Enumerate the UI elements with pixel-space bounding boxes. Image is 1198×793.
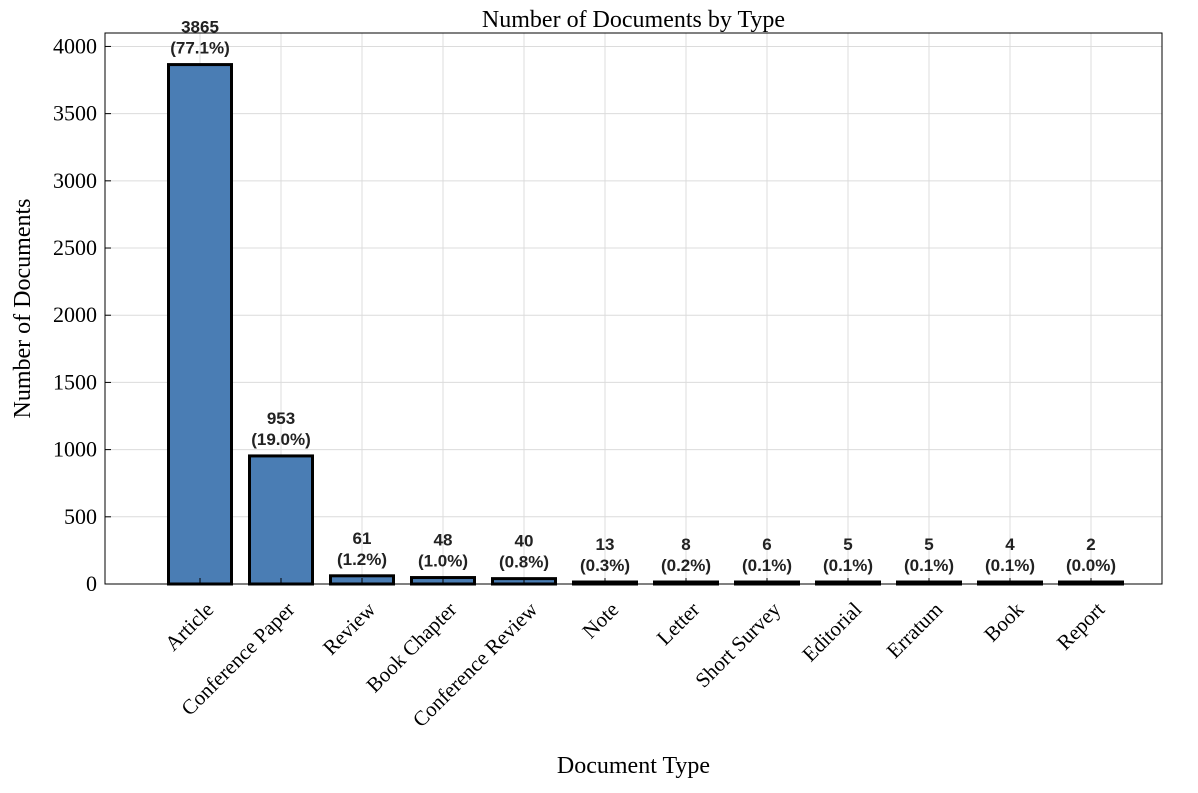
bar-percent-label: (0.0%) bbox=[1066, 556, 1116, 575]
bar-value-label: 8 bbox=[681, 535, 690, 554]
x-axis-label: Document Type bbox=[557, 753, 710, 779]
y-tick-label: 2000 bbox=[53, 302, 97, 327]
bar-value-label: 6 bbox=[762, 535, 771, 554]
bar-percent-label: (1.2%) bbox=[337, 550, 387, 569]
y-tick-label: 1500 bbox=[53, 369, 97, 394]
plot-frame bbox=[104, 32, 1163, 585]
y-tick-label: 1000 bbox=[53, 437, 97, 462]
bar-percent-label: (0.3%) bbox=[580, 556, 630, 575]
bar-percent-label: (0.1%) bbox=[985, 556, 1035, 575]
y-tick-label: 500 bbox=[64, 504, 97, 529]
bar-value-label: 5 bbox=[924, 535, 933, 554]
bar-percent-label: (0.8%) bbox=[499, 553, 549, 572]
data-labels: 3865(77.1%)953(19.0%)61(1.2%)48(1.0%)40(… bbox=[170, 18, 1116, 575]
y-tick-label: 2500 bbox=[53, 235, 97, 260]
bar-value-label: 40 bbox=[515, 532, 534, 551]
bar bbox=[248, 454, 314, 586]
bar-value-label: 4 bbox=[1005, 535, 1015, 554]
y-tick-label: 3000 bbox=[53, 168, 97, 193]
bar bbox=[167, 63, 233, 586]
bar-percent-label: (0.1%) bbox=[823, 556, 873, 575]
chart-title: Number of Documents by Type bbox=[482, 7, 785, 33]
bar-value-label: 2 bbox=[1086, 535, 1095, 554]
y-tick-label: 3500 bbox=[53, 101, 97, 126]
bar-percent-label: (1.0%) bbox=[418, 552, 468, 571]
bars bbox=[167, 63, 1124, 586]
bar-value-label: 3865 bbox=[181, 18, 219, 37]
bar-value-label: 61 bbox=[353, 529, 372, 548]
bar-percent-label: (0.2%) bbox=[661, 556, 711, 575]
bar-value-label: 13 bbox=[596, 535, 615, 554]
y-tick-label: 4000 bbox=[53, 33, 97, 58]
bar-percent-label: (19.0%) bbox=[251, 430, 311, 449]
bar-value-label: 953 bbox=[267, 409, 295, 428]
y-tick-label: 0 bbox=[86, 571, 97, 596]
bar-percent-label: (0.1%) bbox=[904, 556, 954, 575]
bar-value-label: 48 bbox=[434, 531, 453, 550]
y-axis-label: Number of Documents bbox=[10, 199, 36, 419]
bar-value-label: 5 bbox=[843, 535, 852, 554]
bar-percent-label: (77.1%) bbox=[170, 39, 230, 58]
bar-percent-label: (0.1%) bbox=[742, 556, 792, 575]
